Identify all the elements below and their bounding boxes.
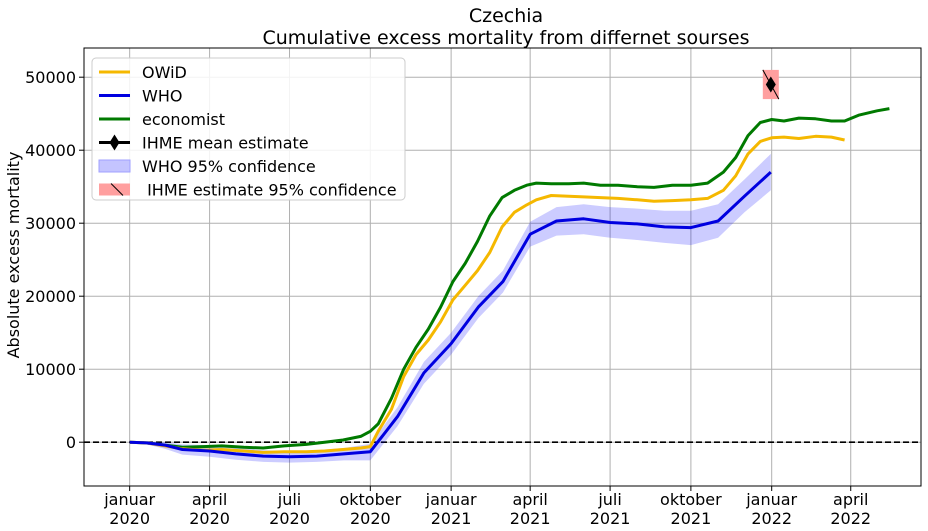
legend-swatch-band — [99, 183, 130, 196]
plot-frame — [83, 47, 922, 487]
x-tick-label: oktober — [339, 490, 401, 509]
y-tick-label: 20000 — [25, 287, 76, 306]
x-tick-label-year: 2021 — [510, 509, 551, 528]
x-tick-label: januar — [425, 490, 477, 509]
series-line-economist — [129, 107, 890, 450]
markers — [762, 69, 780, 100]
y-tick-label: 0 — [66, 433, 76, 452]
y-tick-label: 30000 — [25, 214, 76, 233]
x-tick-label-year: 2021 — [431, 509, 472, 528]
x-tick-label: april — [192, 490, 227, 509]
ihme-mean-marker — [765, 76, 776, 93]
x-tick-label: juli — [597, 490, 621, 509]
legend-box — [91, 57, 406, 201]
x-tick-label: april — [833, 490, 868, 509]
chart-title: Czechia — [469, 5, 543, 27]
legend-label: WHO — [142, 87, 182, 106]
legend-swatch-hatch — [110, 183, 124, 196]
y-tick-label: 40000 — [25, 141, 76, 160]
legend: OWiD WHO economist IHME mean estimate WHO 95… — [91, 57, 406, 201]
who-confidence-band — [129, 153, 771, 463]
chart-subtitle: Cumulative excess mortality from differn… — [263, 27, 750, 49]
y-axis-label: Absolute excess mortality — [4, 152, 23, 359]
x-tick-label-year: 2022 — [751, 509, 792, 528]
x-tick-label-year: 2021 — [590, 509, 631, 528]
x-tick-label: januar — [103, 490, 155, 509]
y-axis-ticks: 0 10000 20000 30000 40000 50000 — [25, 68, 84, 452]
legend-label: WHO 95% confidence — [142, 157, 316, 176]
x-tick-label-year: 2020 — [189, 509, 230, 528]
legend-swatch-band — [98, 159, 131, 173]
y-tick-label: 10000 — [25, 360, 76, 379]
x-tick-label-year: 2020 — [269, 509, 310, 528]
legend-label: OWiD — [142, 63, 187, 82]
legend-label: economist — [142, 110, 225, 129]
x-tick-label-year: 2022 — [830, 509, 871, 528]
series-line-who — [129, 170, 772, 459]
legend-label: IHME mean estimate — [142, 134, 309, 153]
x-tick-label-year: 2020 — [350, 509, 391, 528]
series-lines — [129, 107, 890, 459]
x-tick-label: juli — [277, 490, 301, 509]
x-tick-label-year: 2021 — [671, 509, 712, 528]
x-tick-label: april — [512, 490, 547, 509]
legend-label: IHME estimate 95% confidence — [142, 181, 397, 200]
x-axis-ticks: januar2020april2020juli2020oktober2020ja… — [103, 486, 871, 528]
legend-swatch-marker — [109, 134, 120, 151]
x-tick-label-year: 2020 — [109, 509, 150, 528]
y-tick-label: 50000 — [25, 68, 76, 87]
x-tick-label: januar — [745, 490, 797, 509]
series-line-owid — [129, 134, 845, 454]
confidence-bands — [129, 153, 771, 463]
x-tick-label: oktober — [660, 490, 722, 509]
